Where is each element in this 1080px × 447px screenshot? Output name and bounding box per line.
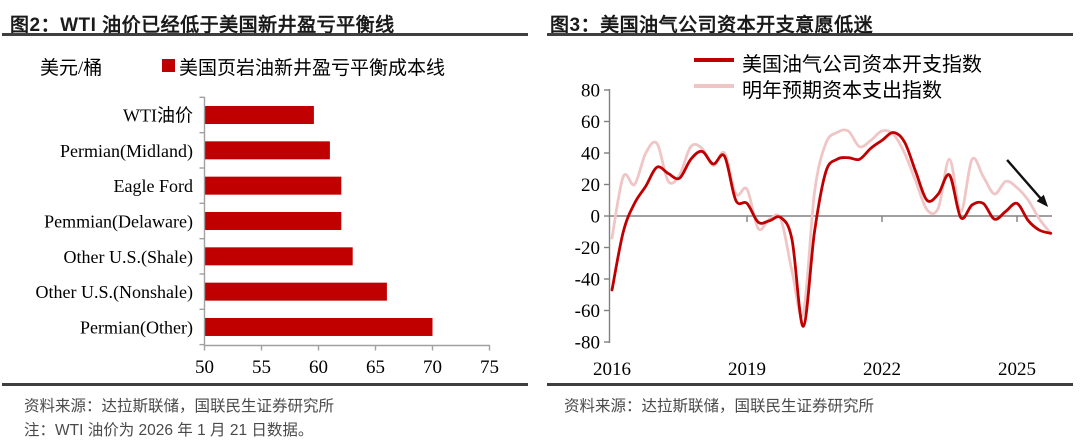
figure2-note: 注：WTI 油价为 2026 年 1 月 21 日数据。 [24, 422, 314, 439]
expected-capex-legend-label: 明年预期资本支出指数 [742, 80, 942, 102]
breakeven-bar-5 [204, 282, 387, 301]
breakeven-bar-3 [204, 211, 342, 230]
category-label: Other U.S.(Nonshale) [36, 282, 193, 303]
decline-arrow-head [1036, 194, 1049, 207]
x-tick-label: 2025 [998, 359, 1036, 380]
x-tick-label: 70 [423, 357, 442, 378]
capex-index-legend-label: 美国油气公司资本开支指数 [742, 54, 982, 76]
x-tick-label: 65 [366, 357, 385, 378]
x-tick-label: 55 [252, 357, 271, 378]
breakeven-bar-2 [204, 176, 342, 195]
category-label: WTI油价 [123, 106, 193, 126]
breakeven-bar-1 [204, 141, 330, 160]
expected-capex-line [610, 128, 1053, 318]
breakeven-bar-4 [204, 247, 353, 266]
figure3-line-chart: 80 60 40 20 0 -20 -40 -60 -80 2016 2019 2022 2025 [575, 81, 1053, 380]
category-label: Eagle Ford [114, 176, 193, 196]
figure3-title-rule [547, 33, 1073, 36]
category-label: Other U.S.(Shale) [64, 247, 193, 268]
figure2-source: 资料来源：达拉斯联储，国联民生证券研究所 [24, 398, 335, 415]
x-tick-label: 75 [480, 357, 499, 378]
figure2-footer-rule [2, 383, 528, 386]
category-label: Permian(Other) [80, 317, 193, 338]
y-tick-label: 80 [581, 81, 600, 102]
figure2-title-rule [2, 33, 528, 36]
y-tick-label: 40 [581, 144, 600, 165]
y-tick-label: -60 [575, 301, 600, 322]
y-tick-label: 20 [581, 175, 600, 196]
x-tick-label: 60 [309, 357, 328, 378]
figure2-unit-label: 美元/桶 [40, 58, 103, 79]
capex-index-legend-swatch [694, 58, 734, 62]
figure3-panel: 图3：美国油气公司资本开支意愿低迷 美国油气公司资本开支指数 明年预期资本支出指… [540, 0, 1080, 447]
x-tick-label: 50 [195, 357, 214, 378]
figure3-source: 资料来源：达拉斯联储，国联民生证券研究所 [564, 398, 875, 415]
y-tick-label: -80 [575, 333, 600, 354]
breakeven-bar-6 [204, 317, 433, 336]
figure3-title: 图3：美国油气公司资本开支意愿低迷 [550, 15, 874, 36]
expected-capex-legend-swatch [694, 84, 734, 88]
x-tick-label: 2022 [863, 359, 901, 380]
x-tick-label: 2016 [593, 359, 631, 380]
figure3-footer-rule [547, 383, 1073, 386]
breakeven-bar-0 [204, 106, 314, 124]
y-tick-label: -20 [575, 238, 600, 259]
category-label: Permian(Midland) [60, 141, 193, 162]
y-tick-label: -40 [575, 270, 600, 291]
figure2-bar-chart: 50 55 60 65 70 75 WTI油价 Permian(Midland) Eagle F… [36, 96, 499, 378]
y-tick-label: 60 [581, 112, 600, 133]
category-label: Pemmian(Delaware) [44, 211, 193, 232]
breakeven-legend-label: 美国页岩油新井盈亏平衡成本线 [179, 58, 446, 79]
y-tick-label: 0 [591, 207, 601, 228]
capex-index-line [610, 131, 1053, 328]
breakeven-legend-swatch [162, 59, 175, 72]
decline-arrow-shaft [1006, 159, 1045, 203]
x-tick-label: 2019 [728, 359, 766, 380]
figure2-title: 图2：WTI 油价已经低于美国新井盈亏平衡线 [10, 15, 395, 36]
figure2-panel: 图2：WTI 油价已经低于美国新井盈亏平衡线 美元/桶 美国页岩油新井盈亏平衡成… [2, 15, 528, 439]
